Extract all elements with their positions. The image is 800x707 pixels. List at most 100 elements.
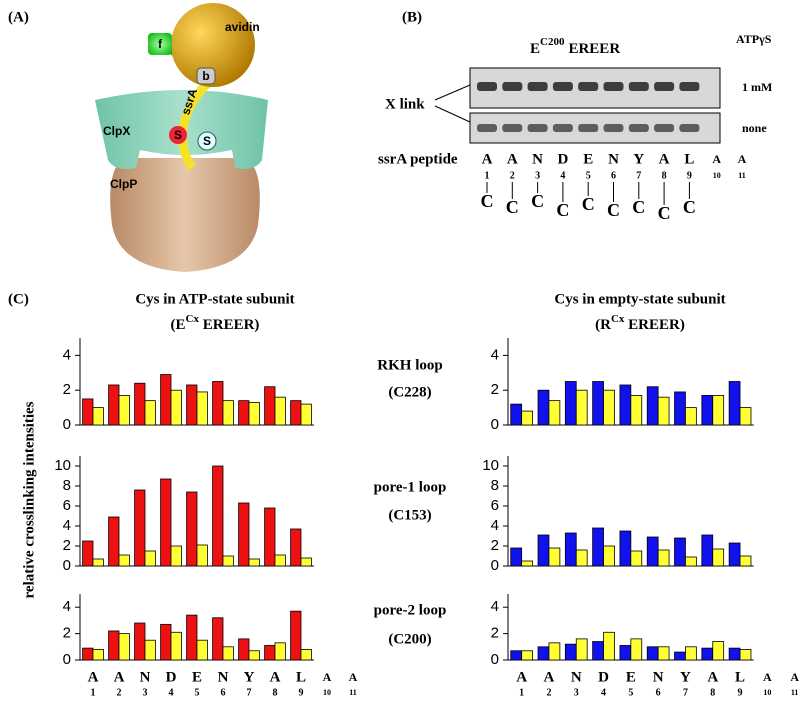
diagram-label: S: [203, 134, 211, 148]
diagram-label: avidin: [225, 20, 260, 34]
gel-title-rest: EREER: [568, 41, 620, 57]
bar: [603, 545, 615, 567]
bar: [521, 560, 533, 567]
bar: [685, 646, 697, 661]
residue-label: A: [738, 152, 747, 166]
gel-band: [654, 124, 675, 132]
bar: [144, 400, 156, 426]
bar: [264, 386, 276, 426]
bar: [603, 631, 615, 661]
lane-label: none: [742, 121, 767, 135]
bar: [575, 638, 588, 661]
y-tick-label: 4: [491, 517, 499, 534]
bar: [144, 639, 156, 661]
bar: [274, 554, 286, 567]
bar: [144, 550, 156, 567]
residue-label: N: [608, 151, 619, 167]
title-sup: Cx: [611, 313, 625, 325]
diagram-label: S: [174, 128, 182, 142]
x-position-label: 5: [195, 687, 200, 698]
bar: [264, 507, 276, 567]
gel-band: [578, 124, 599, 132]
y-tick-label: 0: [63, 651, 71, 668]
bar: [657, 396, 670, 426]
ssra-strand: [177, 76, 215, 171]
bar: [238, 400, 250, 426]
position-label: 11: [738, 171, 746, 180]
bar: [619, 530, 632, 567]
x-position-label: 10: [323, 688, 331, 697]
bar: [108, 384, 120, 426]
bar: [82, 647, 94, 661]
position-label: 6: [611, 170, 616, 181]
position-label: 8: [662, 170, 667, 181]
y-tick-label: 2: [63, 625, 71, 642]
y-tick-label: 8: [63, 477, 71, 494]
column-title: (ECx EREER): [171, 313, 260, 334]
x-position-label: 6: [656, 687, 661, 698]
gel-band: [477, 82, 497, 91]
bar: [196, 639, 208, 661]
bar: [290, 528, 302, 567]
position-label: 10: [713, 171, 721, 180]
gel-band: [527, 124, 548, 132]
position-label: 4: [560, 170, 565, 181]
bar: [537, 646, 550, 661]
y-tick-label: 2: [63, 537, 71, 554]
x-position-label: 8: [273, 687, 278, 698]
gel-band: [552, 124, 573, 132]
diagram-label: ClpP: [110, 177, 137, 191]
position-label: 2: [510, 170, 515, 181]
bar: [264, 645, 276, 661]
gel-band: [502, 82, 523, 91]
bar: [674, 537, 686, 567]
bar: [646, 536, 659, 567]
x-position-label: 11: [349, 688, 357, 697]
bar: [510, 403, 523, 426]
x-position-label: 2: [546, 687, 551, 698]
x-tick-label: D: [598, 669, 609, 685]
bar: [82, 398, 94, 426]
x-tick-label: Y: [680, 669, 691, 685]
x-position-label: 2: [117, 687, 122, 698]
x-position-label: 5: [628, 687, 633, 698]
bar: [674, 651, 686, 661]
bar: [603, 389, 615, 426]
cys-label: C: [632, 197, 645, 217]
y-tick-label: 0: [63, 557, 71, 574]
gel-band: [654, 82, 675, 91]
bar: [186, 384, 198, 426]
bar: [134, 382, 146, 426]
bar: [619, 384, 632, 426]
bar: [592, 527, 604, 567]
bar: [196, 391, 208, 426]
bar: [134, 622, 146, 661]
bar: [92, 649, 104, 661]
x-tick-label: A: [763, 670, 772, 684]
residue-label: A: [507, 151, 518, 167]
position-label: 1: [485, 170, 490, 181]
bar: [222, 646, 234, 661]
gel-band: [502, 124, 523, 132]
y-tick-label: 0: [63, 416, 71, 433]
y-tick-label: 6: [63, 497, 71, 514]
bar: [657, 646, 670, 661]
row-label: RKH loop: [377, 357, 442, 373]
x-tick-label: A: [88, 669, 99, 685]
y-axis-label: relative crosslinking intensities: [21, 401, 37, 598]
title-main: (E: [171, 317, 186, 333]
row-label: (C228): [388, 384, 431, 400]
y-tick-label: 2: [491, 625, 499, 642]
title-main: (R: [595, 317, 611, 333]
y-tick-label: 10: [482, 457, 499, 474]
bar: [118, 395, 130, 426]
x-position-label: 6: [221, 687, 226, 698]
bar: [575, 389, 588, 426]
bar: [160, 374, 172, 426]
bar: [537, 389, 550, 426]
row-label: (C153): [388, 507, 431, 523]
bar: [521, 650, 533, 661]
residue-label: N: [532, 151, 543, 167]
bar: [300, 403, 312, 426]
bar: [712, 641, 725, 661]
